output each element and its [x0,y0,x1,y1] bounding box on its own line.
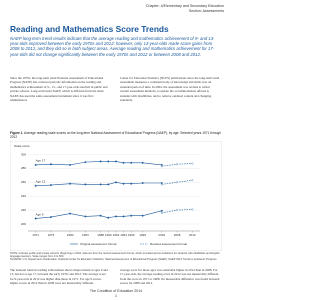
x-tick-label: 1980 [67,233,74,237]
page: Chapter: 4/Elementary and Secondary Educ… [10,4,224,298]
age-label: Age 17 [36,159,46,163]
point [84,183,87,186]
point [69,163,71,166]
point [141,182,144,184]
point [191,162,194,165]
x-tick-label: 2004 [158,233,165,237]
point [107,160,110,163]
point [176,181,179,184]
chart: Scale score 200 220 240 260 280 300 1971 1975 19… [10,141,222,251]
page-title: Reading and Mathematics Score Trends [10,24,169,34]
point [49,163,52,166]
intro: NAEP long-term trend results indicate th… [10,36,215,57]
point [191,179,194,182]
x-tick-label: 1975 [48,233,55,237]
x-tick-label: 2008 [174,233,181,237]
chapter: Chapter: 4/Elementary and Secondary Educ… [145,4,224,8]
notes: NOTE: Includes public and private school… [10,252,222,266]
age-label: Age 13 [36,180,46,184]
x-tick-label: 1990 [105,233,112,237]
point [69,212,71,215]
point [49,216,52,219]
paragraph: Center for Education Statistics (NCES) p… [120,76,220,103]
point [122,215,125,218]
x-tick-label: 1988 [97,233,104,237]
figure-number: Figure 1. [10,131,24,135]
figure-frame [10,141,222,251]
y-tick-label: 240 [21,194,26,198]
point [99,183,102,186]
point [34,163,37,166]
y-tick-label: 280 [21,166,26,170]
y-axis-label: Scale score [14,144,30,148]
point [160,165,163,168]
point [191,208,194,211]
legend-label: Original assessment format [80,242,117,246]
point [141,161,144,164]
y-tick-label: 200 [21,222,26,226]
point [107,216,110,219]
figure-title: Average reading scale scores on the long… [10,131,221,139]
x-tick-label: 1992 [113,233,120,237]
point [130,182,133,185]
point [160,211,163,214]
point [34,217,37,220]
paragraph: The national trend in reading achievemen… [10,268,108,286]
point [69,182,71,185]
point [107,183,110,186]
x-tick-label: 1971 [32,233,39,237]
point [84,215,87,218]
x-tick-label: 1999 [139,233,146,237]
point [122,182,125,185]
x-tick-label: 1994 [120,233,127,237]
y-tick-label: 300 [21,152,26,156]
point [99,214,102,217]
point [130,161,133,164]
point [122,161,125,164]
note: NOTE: Includes public and private school… [10,252,220,259]
point [160,183,163,186]
paragraph: average score for those ages was somewha… [120,268,220,286]
point [114,181,117,184]
point [34,184,37,187]
point [141,214,144,217]
point [99,160,102,163]
y-tick-label: 260 [21,180,26,184]
y-tick-label: 220 [21,208,26,212]
x-tick-label: 1996 [128,233,135,237]
point [176,163,179,166]
point [84,161,87,164]
paragraph: Since the 1970s, the long-term trend Nat… [10,76,108,103]
point [49,184,52,187]
legend-label: Revised assessment format [150,242,187,246]
point [176,209,179,212]
point [160,209,163,212]
x-tick-label: 1984 [82,233,89,237]
figure-caption: Figure 1. Average reading scale scores o… [10,131,222,139]
section: Section: Assessments [188,9,224,13]
x-tick-label: 2012 [189,233,196,237]
page-number: 1 [115,294,117,298]
point [130,214,133,217]
point [114,160,117,163]
age-label: Age 9 [36,212,44,216]
source: SOURCE: U.S. Department of Education, Na… [10,258,218,262]
publication: The Condition of Education 2014 [89,289,143,293]
point [114,215,117,218]
